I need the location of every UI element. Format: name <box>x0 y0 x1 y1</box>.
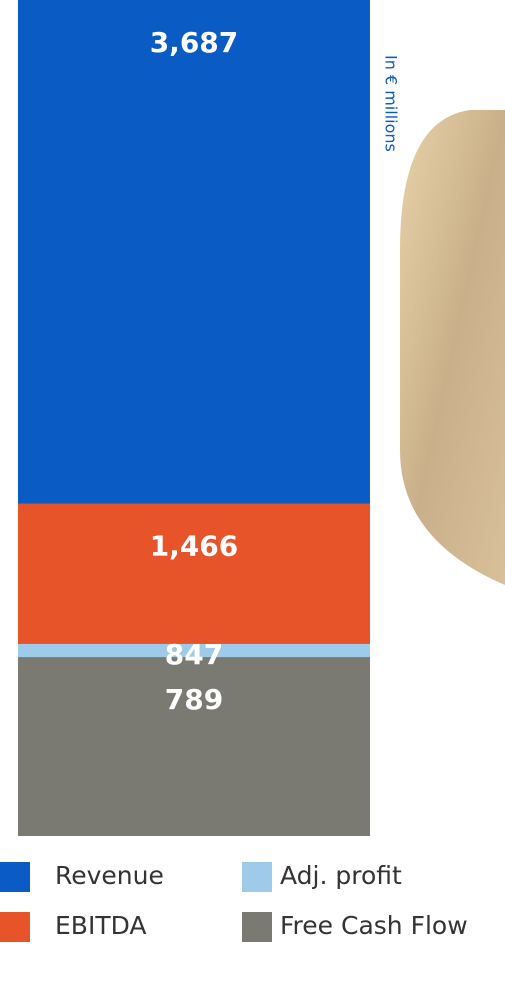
value-label: 847 <box>165 638 223 671</box>
legend-label: Free Cash Flow <box>280 911 468 940</box>
bars: 3,687 1,466 847 789 <box>18 0 370 836</box>
legend-swatch <box>242 862 272 892</box>
unit-label: In € millions <box>382 55 401 152</box>
legend-swatch <box>0 912 30 942</box>
value-label: 789 <box>165 683 223 716</box>
legend-swatch <box>0 862 30 892</box>
value-label: 3,687 <box>150 26 239 59</box>
photo <box>400 110 505 585</box>
legend: Revenue EBITDA Adj. profit Free Cash Flow <box>0 861 468 942</box>
legend-label: Adj. profit <box>280 861 402 890</box>
value-label: 1,466 <box>150 530 239 563</box>
legend-swatch <box>242 912 272 942</box>
legend-label: Revenue <box>55 861 164 890</box>
bar <box>18 657 370 836</box>
legend-label: EBITDA <box>55 911 147 940</box>
